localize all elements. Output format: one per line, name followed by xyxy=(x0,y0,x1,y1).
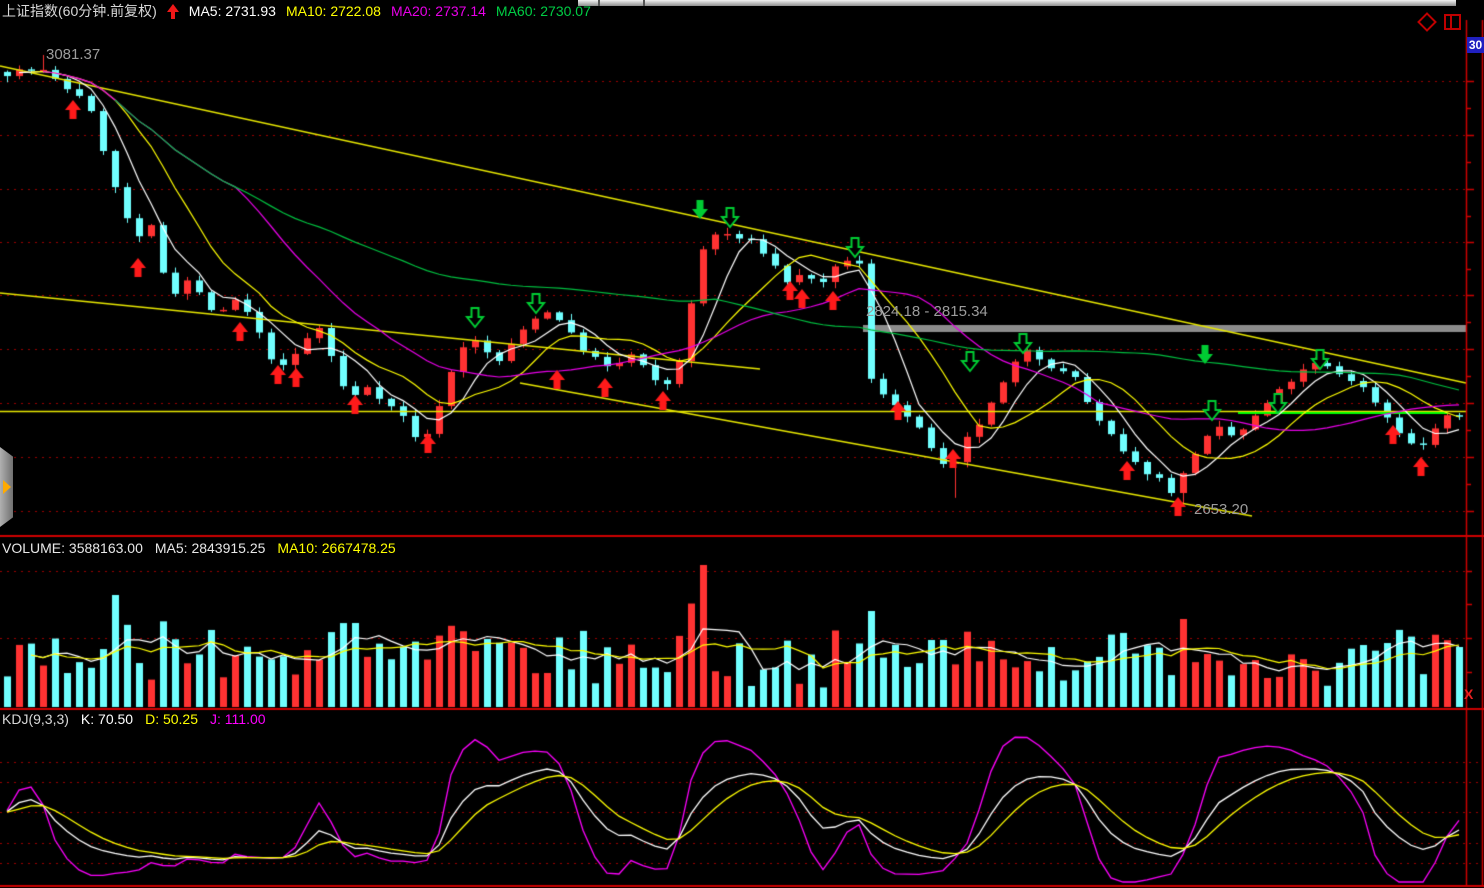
expand-right-icon xyxy=(3,480,11,494)
split-window-icon[interactable] xyxy=(1444,14,1461,30)
sidebar-expander-handle[interactable] xyxy=(0,447,13,527)
close-panel-icon[interactable]: X xyxy=(1464,686,1474,702)
